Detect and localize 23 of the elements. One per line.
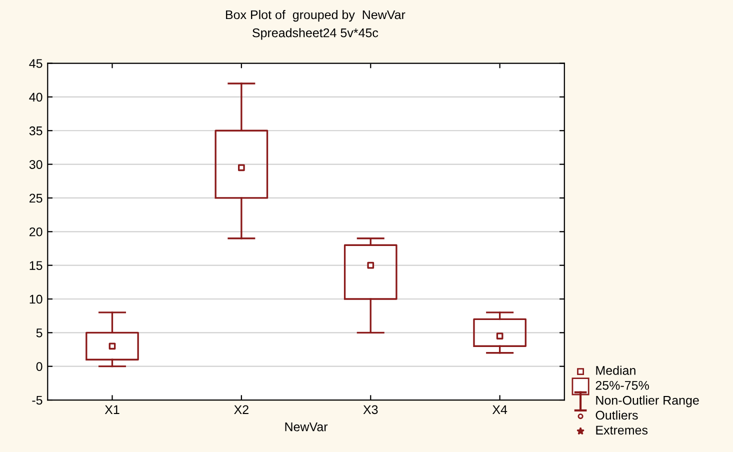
y-tick-label: 15 (30, 261, 42, 270)
chart-subtitle: Spreadsheet24 5v*45c (252, 28, 378, 40)
x-tick-label: X4 (492, 405, 508, 414)
y-tick-label: 10 (30, 294, 42, 304)
x-tick-label: X3 (363, 405, 378, 414)
y-tick-label: 40 (29, 92, 42, 102)
y-tick-label: -5 (32, 396, 42, 405)
text: Median (596, 366, 636, 375)
chart-title: Box Plot of grouped by NewVar (226, 10, 406, 22)
y-tick-label: 0 (36, 362, 42, 371)
text: Outliers (596, 410, 638, 420)
y-tick-label: 45 (29, 59, 42, 68)
text: Extremes (596, 426, 648, 435)
y-tick-label: 5 (36, 328, 42, 338)
text: 25%-75% (596, 380, 649, 390)
y-tick-label: 35 (29, 126, 42, 136)
y-tick-label: 25 (30, 194, 42, 203)
x-tick-label: X2 (234, 405, 248, 414)
text: Non-Outlier Range (596, 396, 699, 408)
y-tick-label: 30 (29, 160, 42, 169)
x-axis-title: NewVar (285, 422, 328, 432)
y-tick-label: 20 (30, 227, 42, 236)
x-tick-label: X1 (104, 405, 120, 414)
